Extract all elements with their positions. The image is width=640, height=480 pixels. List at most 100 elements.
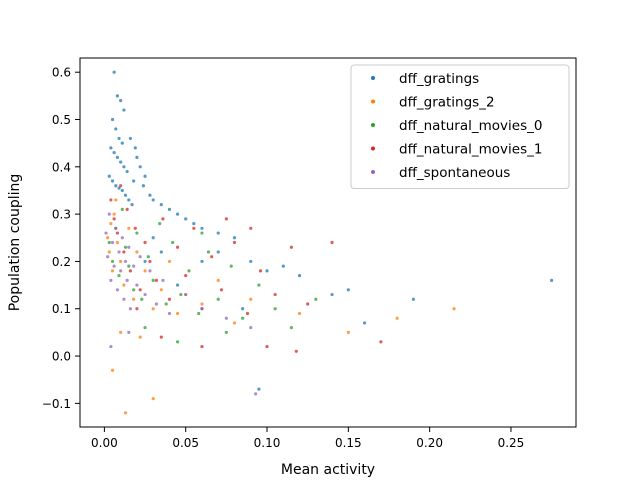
data-point bbox=[115, 231, 120, 235]
data-point bbox=[346, 330, 350, 334]
data-point bbox=[127, 198, 131, 202]
data-point bbox=[273, 292, 277, 297]
data-point bbox=[119, 184, 123, 188]
legend: dff_gratings dff_gratings_2 dff_natural_mo… bbox=[350, 64, 570, 189]
data-point bbox=[138, 288, 142, 292]
data-point bbox=[265, 344, 269, 349]
data-point bbox=[140, 297, 144, 301]
data-point bbox=[294, 349, 298, 353]
x-tick-label: 0.20 bbox=[416, 436, 443, 450]
legend-marker bbox=[371, 170, 375, 174]
data-point bbox=[125, 207, 129, 211]
data-point bbox=[200, 344, 204, 349]
data-point bbox=[109, 344, 113, 349]
data-point bbox=[411, 297, 415, 301]
data-point bbox=[104, 231, 108, 235]
data-point bbox=[110, 117, 115, 122]
data-point bbox=[110, 240, 115, 245]
data-point bbox=[179, 292, 183, 297]
x-tick-label: 0.10 bbox=[254, 436, 281, 450]
data-point bbox=[115, 94, 120, 98]
x-tick-label: 0.00 bbox=[91, 436, 118, 450]
data-point bbox=[112, 217, 116, 221]
data-point bbox=[135, 283, 139, 287]
data-point bbox=[109, 278, 113, 282]
plot-frame bbox=[79, 57, 577, 428]
data-point bbox=[125, 169, 129, 174]
legend-box bbox=[350, 64, 570, 189]
data-point bbox=[148, 269, 152, 273]
data-point bbox=[138, 255, 142, 259]
data-point bbox=[219, 288, 224, 292]
x-tick-label: 0.05 bbox=[172, 436, 199, 450]
data-point bbox=[184, 217, 188, 221]
data-point bbox=[119, 259, 123, 264]
data-point bbox=[127, 226, 131, 230]
data-point bbox=[258, 269, 263, 273]
data-point bbox=[216, 297, 220, 301]
data-point bbox=[200, 231, 204, 235]
data-point bbox=[210, 255, 214, 259]
data-point bbox=[175, 245, 180, 249]
data-point bbox=[159, 335, 163, 339]
y-tick-label: −0.1 bbox=[42, 397, 71, 411]
data-point bbox=[395, 316, 399, 320]
data-point bbox=[224, 330, 228, 334]
data-point bbox=[297, 274, 302, 278]
data-point bbox=[127, 245, 131, 249]
data-point bbox=[249, 326, 253, 330]
data-point bbox=[132, 297, 136, 301]
y-tick-label: 0.3 bbox=[52, 208, 71, 222]
data-point bbox=[273, 307, 277, 311]
data-point bbox=[257, 283, 261, 287]
data-point bbox=[110, 269, 115, 273]
data-point bbox=[117, 250, 121, 254]
data-point bbox=[167, 297, 172, 301]
data-point bbox=[200, 226, 204, 230]
y-tick-label: 0.0 bbox=[52, 350, 71, 364]
data-point bbox=[107, 212, 111, 216]
data-point bbox=[123, 411, 128, 415]
data-point bbox=[112, 70, 116, 74]
data-point bbox=[216, 231, 220, 235]
data-point bbox=[143, 259, 147, 264]
data-point bbox=[110, 179, 115, 183]
data-point bbox=[123, 245, 128, 249]
data-point bbox=[146, 255, 150, 259]
data-point bbox=[154, 278, 159, 282]
data-point bbox=[216, 250, 220, 254]
data-point bbox=[232, 240, 237, 245]
data-point bbox=[265, 269, 269, 273]
data-point bbox=[197, 311, 201, 316]
data-point bbox=[167, 207, 172, 211]
data-point bbox=[159, 250, 163, 254]
data-point bbox=[192, 221, 196, 226]
data-point bbox=[154, 302, 159, 306]
data-point bbox=[123, 193, 128, 197]
data-point bbox=[122, 283, 126, 287]
data-point bbox=[120, 141, 124, 145]
data-point bbox=[229, 264, 233, 268]
data-point bbox=[122, 108, 126, 112]
data-point bbox=[232, 321, 237, 325]
data-point bbox=[133, 146, 137, 150]
data-point bbox=[122, 297, 126, 301]
legend-marker bbox=[371, 123, 375, 127]
data-point bbox=[224, 217, 228, 221]
data-point bbox=[362, 321, 367, 325]
y-tick-label: 0.5 bbox=[52, 113, 71, 127]
data-point bbox=[135, 307, 139, 311]
data-point bbox=[114, 127, 118, 131]
data-point bbox=[133, 226, 137, 230]
data-point bbox=[452, 307, 456, 311]
x-tick-label: 0.15 bbox=[335, 436, 362, 450]
data-point bbox=[120, 207, 124, 211]
data-point bbox=[135, 231, 139, 235]
legend-label: dff_spontaneous bbox=[399, 165, 510, 181]
data-point bbox=[175, 340, 180, 344]
data-point bbox=[112, 151, 116, 155]
data-point bbox=[257, 387, 261, 391]
legend-marker bbox=[371, 76, 375, 80]
data-point bbox=[112, 212, 116, 216]
data-point bbox=[135, 155, 139, 159]
